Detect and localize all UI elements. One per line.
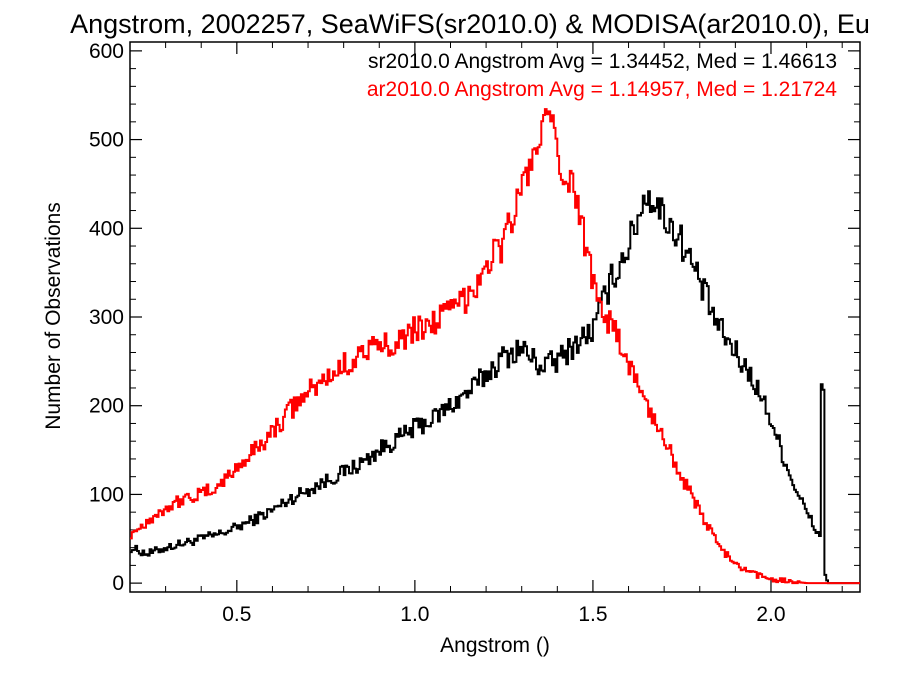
x-tick-label: 1.5 [578,603,607,626]
legend-entry-1: sr2010.0 Angstrom Avg = 1.34452, Med = 1… [368,50,837,73]
y-tick-label: 200 [89,395,124,418]
y-axis-label: Number of Observations [42,202,65,430]
axis-ticks: 0.5 1.0 1.5 2.0 0 100 200 300 400 500 600 [89,40,860,626]
y-tick-label: 300 [89,306,124,329]
x-tick-label: 2.0 [756,603,785,626]
y-tick-label: 100 [89,483,124,506]
series-line-2 [130,108,860,585]
plot-frame [129,41,861,593]
series-layer [130,108,860,585]
y-tick-label: 600 [89,40,124,63]
legend: sr2010.0 Angstrom Avg = 1.34452, Med = 1… [367,50,837,101]
x-tick-label: 1.0 [400,603,429,626]
x-axis-label: Angstrom () [440,634,550,657]
y-tick-label: 500 [89,129,124,152]
legend-entry-2: ar2010.0 Angstrom Avg = 1.14957, Med = 1… [367,78,837,101]
series-line-1 [130,190,860,585]
y-tick-label: 0 [112,572,124,595]
chart-title: Angstrom, 2002257, SeaWiFS(sr2010.0) & M… [70,9,870,39]
x-tick-label: 0.5 [222,603,251,626]
y-tick-label: 400 [89,217,124,240]
